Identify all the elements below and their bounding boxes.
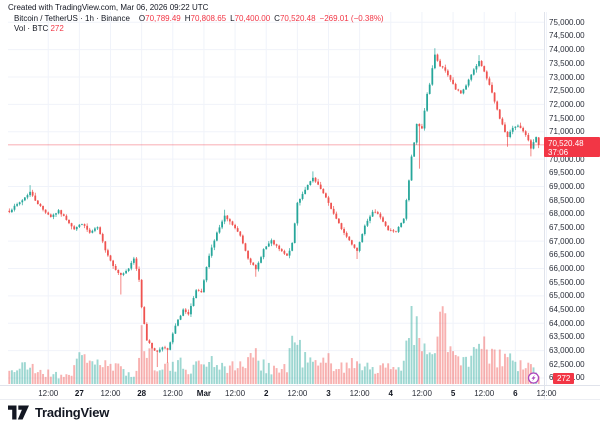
volume-study-value: 272 xyxy=(50,24,64,33)
symbol-title[interactable]: Bitcoin / TetherUS · 1h · Binance xyxy=(14,14,130,23)
footer-separator xyxy=(0,399,600,400)
close-value: 70,520.48 xyxy=(279,14,316,23)
open-label: O xyxy=(138,14,146,23)
open-value: 70,789.49 xyxy=(145,14,181,23)
last-price-label: 70,520.48 37:06 xyxy=(544,137,600,157)
tradingview-logo-text: TradingView xyxy=(35,405,110,420)
close-label: C xyxy=(274,14,280,23)
low-value: 70,400.00 xyxy=(234,14,271,23)
tradingview-logo-icon xyxy=(8,405,29,420)
high-label: H xyxy=(184,14,191,23)
last-price-value: 70,520.48 xyxy=(548,139,584,148)
high-value: 70,808.65 xyxy=(190,14,227,23)
volume-axis-badge: 272 xyxy=(553,373,575,384)
volume-study-label[interactable]: Vol · BTC xyxy=(14,24,49,33)
time-axis-separator xyxy=(0,385,600,386)
tradingview-logo[interactable]: TradingView xyxy=(8,403,109,422)
change-value: −269.01 (−0.38%) xyxy=(319,14,384,23)
low-label: L xyxy=(230,14,235,23)
chart-legend: Bitcoin / TetherUS · 1h · Binance O70,789… xyxy=(14,14,384,34)
attribution-text: Created with TradingView.com, Mar 06, 20… xyxy=(8,3,209,12)
bar-countdown: 37:06 xyxy=(548,148,569,157)
price-axis-separator xyxy=(544,12,545,400)
